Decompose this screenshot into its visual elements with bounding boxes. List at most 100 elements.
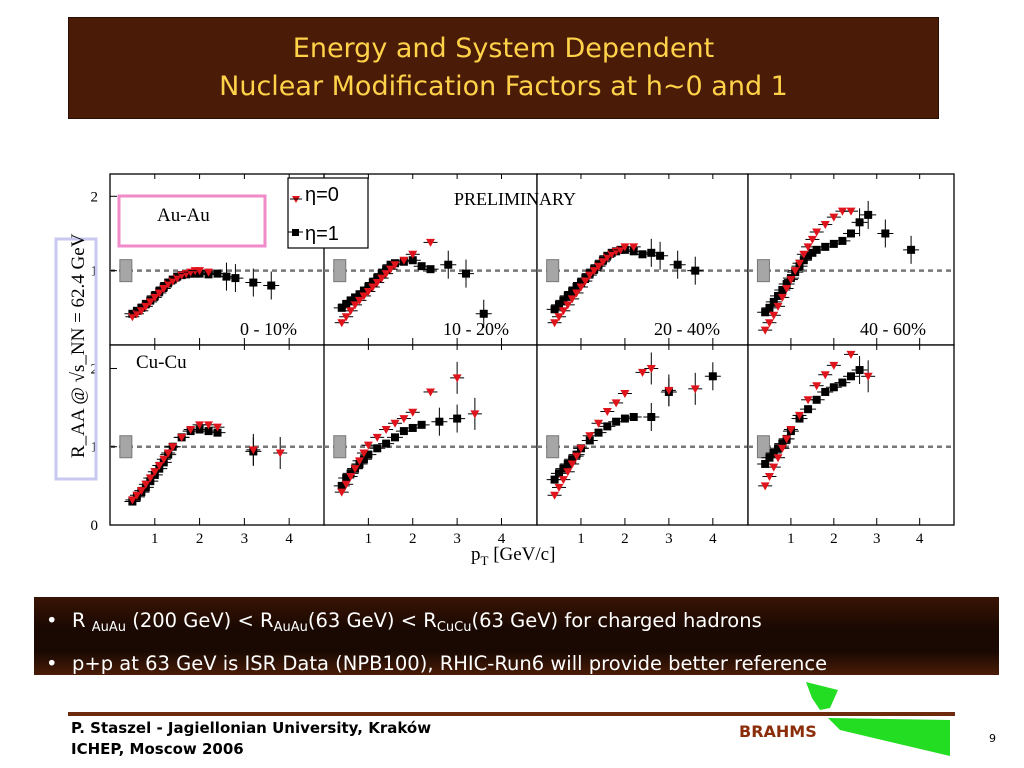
eta0-point bbox=[136, 487, 146, 496]
eta0-point bbox=[769, 311, 779, 320]
eta1-point bbox=[847, 372, 855, 381]
eta0-point bbox=[248, 446, 258, 455]
legend: η=0 η=1 bbox=[287, 177, 369, 249]
eta0-point bbox=[154, 462, 164, 471]
x-tick-label: 2 bbox=[196, 531, 204, 547]
footer-rule bbox=[68, 712, 955, 716]
eta0-point bbox=[589, 267, 599, 276]
eta1-point bbox=[435, 417, 444, 426]
eta0-point bbox=[558, 307, 568, 316]
eta1-point bbox=[647, 248, 656, 257]
eta0-point bbox=[764, 472, 774, 481]
eta0-point bbox=[195, 421, 205, 430]
eta1-point bbox=[881, 229, 890, 238]
eta1-point bbox=[782, 280, 791, 289]
bullet-1: • R AuAu (200 GeV) < RAuAu(63 GeV) < RCuC… bbox=[46, 603, 999, 646]
x-tick-label: 1 bbox=[151, 531, 159, 547]
normalization-box bbox=[333, 259, 347, 283]
bullet-1-p2: (200 GeV) < R bbox=[126, 609, 274, 632]
eta1-point bbox=[808, 248, 817, 257]
bullet-1-s1: AuAu bbox=[91, 620, 127, 635]
eta0-point bbox=[795, 259, 804, 268]
eta1-point bbox=[550, 305, 559, 314]
eta0-point bbox=[786, 426, 796, 435]
eta0-point bbox=[782, 435, 792, 444]
eta0-point bbox=[664, 386, 674, 395]
x-tick-label: 4 bbox=[498, 531, 506, 547]
bullet-2: • p+p at 63 GeV is ISR Data (NPB100), RHI… bbox=[46, 646, 999, 682]
eta1-point bbox=[359, 455, 368, 464]
eta0-point bbox=[863, 372, 873, 381]
panel-3: 20 - 40% bbox=[536, 173, 749, 346]
panel-6: 1 2 3 4 bbox=[323, 344, 538, 547]
eta0-point bbox=[611, 399, 621, 408]
eta0-point bbox=[350, 465, 360, 474]
bullet-1-s2: AuAu bbox=[273, 620, 308, 635]
eta0-point bbox=[426, 388, 435, 397]
eta0-point bbox=[132, 310, 142, 319]
eta0-point bbox=[594, 419, 604, 428]
preliminary-label: PRELIMINARY bbox=[454, 189, 576, 209]
x-tick-label: 2 bbox=[830, 531, 838, 547]
bullet-1-p1: R bbox=[72, 609, 92, 632]
eta1-point bbox=[231, 274, 240, 283]
eta0-point bbox=[359, 449, 369, 458]
eta0-point bbox=[381, 426, 391, 435]
eta0-point bbox=[829, 213, 839, 222]
eta1-point bbox=[346, 296, 355, 305]
eta1-point bbox=[554, 300, 563, 309]
eta0-point bbox=[790, 267, 800, 276]
eta0-point bbox=[580, 277, 590, 286]
eta0-point bbox=[558, 476, 568, 485]
eta1-point bbox=[620, 414, 629, 423]
eta1-point bbox=[765, 453, 774, 462]
panel-7: 1 2 3 4 bbox=[536, 344, 749, 547]
eta1-point bbox=[559, 296, 568, 305]
eta1-point bbox=[821, 242, 830, 251]
eta1-point bbox=[417, 420, 426, 429]
eta0-point bbox=[399, 256, 409, 265]
eta1-point bbox=[812, 395, 821, 404]
normalization-box bbox=[333, 435, 347, 459]
eta1-point bbox=[829, 383, 838, 392]
eta0-point bbox=[764, 319, 774, 328]
eta0-point bbox=[837, 207, 847, 216]
eta1-point bbox=[576, 278, 585, 287]
eta0-point bbox=[177, 433, 187, 442]
eta1-point bbox=[761, 308, 770, 317]
eta0-point bbox=[150, 468, 160, 477]
eta0-point bbox=[377, 274, 387, 283]
eta0-point bbox=[399, 415, 409, 424]
eta0-point bbox=[341, 313, 351, 322]
eta0-point bbox=[829, 361, 839, 370]
eta1-point bbox=[812, 245, 821, 254]
x-tick-label: 2 bbox=[621, 531, 629, 547]
eta0-point bbox=[168, 443, 178, 452]
eta1-point bbox=[708, 372, 717, 381]
eta1-point bbox=[479, 309, 488, 318]
bullet-box: • R AuAu (200 GeV) < RAuAu(63 GeV) < RCuC… bbox=[34, 597, 999, 675]
eta0-point bbox=[390, 419, 400, 428]
eta0-point bbox=[563, 301, 573, 310]
auau-label-box bbox=[117, 194, 267, 248]
eta0-point bbox=[386, 265, 396, 274]
centrality-label: 20 - 40% bbox=[654, 319, 720, 339]
eta1-point bbox=[399, 427, 408, 436]
eta0-point bbox=[760, 482, 770, 491]
eta0-point bbox=[616, 246, 626, 255]
eta1-point bbox=[585, 436, 594, 445]
eta0-point bbox=[150, 293, 160, 302]
x-tick-label: 1 bbox=[365, 531, 373, 547]
eta0-point bbox=[638, 368, 647, 377]
footer-conference: ICHEP, Moscow 2006 bbox=[71, 740, 244, 758]
eta1-point bbox=[267, 281, 276, 290]
eta0-point bbox=[355, 296, 364, 305]
eta0-point bbox=[769, 463, 779, 472]
cucu-label: Cu-Cu bbox=[136, 352, 187, 373]
eta1-point bbox=[647, 413, 656, 421]
x-tick-label: 3 bbox=[665, 531, 673, 547]
eta0-point bbox=[572, 289, 582, 298]
ylabel-box bbox=[54, 237, 98, 481]
logo-green-shape-upper bbox=[806, 682, 838, 710]
